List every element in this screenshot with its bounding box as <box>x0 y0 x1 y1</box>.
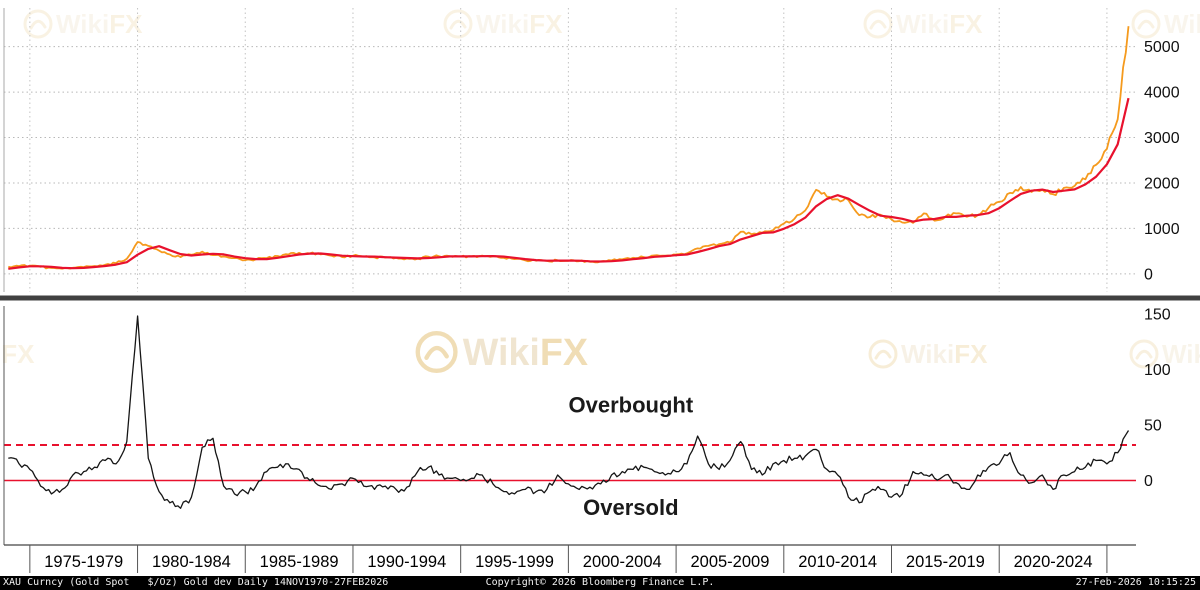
oscillator-line <box>8 315 1130 509</box>
x-axis-period-label: 2010-2014 <box>798 553 877 571</box>
wikifx-logo-swoosh-icon <box>1135 349 1153 360</box>
wikifx-logo-icon <box>415 330 458 374</box>
watermark-text: WikiFX <box>1164 9 1200 39</box>
watermark-text: WikiFX <box>1162 339 1200 369</box>
watermark-text: WikiFX <box>0 339 35 369</box>
x-axis-period-label: 1995-1999 <box>475 553 554 571</box>
status-copyright: Copyright© 2026 Bloomberg Finance L.P. <box>485 577 715 588</box>
wikifx-watermark: WikiFX <box>1131 9 1200 39</box>
wikifx-logo-icon <box>868 339 898 369</box>
wikifx-logo-icon <box>1131 9 1161 39</box>
annotation-oversold: Oversold <box>583 495 678 520</box>
watermark-text: WikiFX <box>56 9 143 39</box>
wikifx-watermark: WikiFX <box>868 339 988 369</box>
price-axis-tick-label: 5000 <box>1144 39 1180 56</box>
annotation-overbought: Overbought <box>569 393 694 418</box>
price-axis-tick-label: 2000 <box>1144 175 1180 192</box>
wikifx-logo-swoosh-icon <box>424 345 449 360</box>
status-bar: XAU Curncy (Gold Spot $/Oz) Gold dev Dai… <box>0 576 1200 590</box>
wikifx-watermark: WikiFX <box>0 339 35 369</box>
x-axis-period-label: 1975-1979 <box>44 553 123 571</box>
watermark-text: WikiFX <box>463 331 588 373</box>
wikifx-logo-swoosh-icon <box>874 349 892 360</box>
x-axis-period-label: 2020-2024 <box>1014 553 1093 571</box>
oscillator-axis-tick-label: 150 <box>1144 306 1171 323</box>
wikifx-logo-swoosh-icon <box>869 19 887 30</box>
oscillator-axis-tick-label: 0 <box>1144 473 1153 490</box>
chart-canvas: WikiFX WikiFX WikiFX WikiFX WikiFX WikiFX Wiki… <box>0 8 1200 573</box>
watermark-text: WikiFX <box>901 339 988 369</box>
watermark-text: WikiFX <box>896 9 983 39</box>
oscillator-axis-tick-label: 100 <box>1144 362 1171 379</box>
x-axis-period-label: 1980-1984 <box>152 553 231 571</box>
x-axis-period-label: 1990-1994 <box>367 553 446 571</box>
x-axis-period-label: 2005-2009 <box>690 553 769 571</box>
wikifx-watermark: WikiFX <box>1129 339 1200 369</box>
watermark-text: WikiFX <box>476 9 563 39</box>
status-security-info: XAU Curncy (Gold Spot $/Oz) Gold dev Dai… <box>3 577 389 588</box>
wikifx-logo-icon <box>23 9 53 39</box>
wikifx-logo-swoosh-icon <box>1137 19 1155 30</box>
wikifx-logo-swoosh-icon <box>449 19 467 30</box>
gold-average-line <box>8 97 1130 270</box>
wikifx-watermark: WikiFX <box>415 330 588 374</box>
status-datetime: 27-Feb-2026 10:15:25 <box>1075 577 1196 588</box>
price-axis-tick-label: 4000 <box>1144 85 1180 102</box>
price-axis-tick-label: 0 <box>1144 266 1153 283</box>
price-axis-tick-label: 3000 <box>1144 130 1180 147</box>
wikifx-logo-icon <box>863 9 893 39</box>
wikifx-logo-icon <box>443 9 473 39</box>
x-axis-period-label: 2000-2004 <box>583 553 662 571</box>
x-axis-period-label: 2015-2019 <box>906 553 985 571</box>
wikifx-watermark: WikiFX <box>863 9 983 39</box>
wikifx-watermark: WikiFX <box>23 9 143 39</box>
panel-divider <box>0 295 1200 301</box>
wikifx-watermark: WikiFX <box>443 9 563 39</box>
oscillator-axis-tick-label: 50 <box>1144 417 1162 434</box>
x-axis-period-label: 1985-1989 <box>260 553 339 571</box>
wikifx-logo-icon <box>1129 339 1159 369</box>
price-axis-tick-label: 1000 <box>1144 221 1180 238</box>
wikifx-logo-swoosh-icon <box>29 19 47 30</box>
